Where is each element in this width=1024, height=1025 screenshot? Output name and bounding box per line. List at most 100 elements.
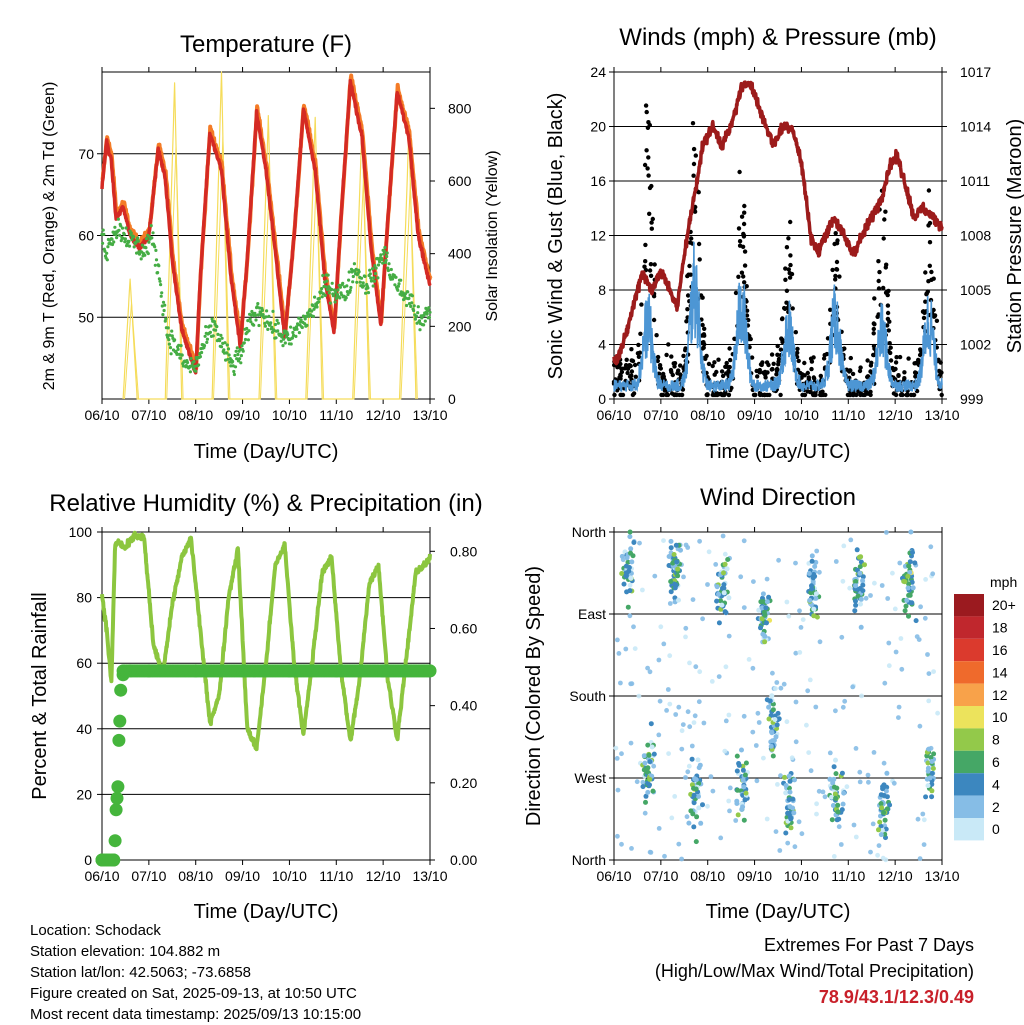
wind-direction-point bbox=[640, 587, 645, 593]
dewpoint-point bbox=[219, 333, 223, 337]
gust-point bbox=[654, 333, 659, 338]
gust-point bbox=[871, 331, 876, 336]
wind-direction-point bbox=[755, 710, 761, 716]
dewpoint-point bbox=[275, 318, 279, 322]
gust-point bbox=[847, 369, 852, 374]
wind-direction-point bbox=[809, 558, 815, 564]
wind-direction-point bbox=[859, 693, 864, 699]
wind-direction-point bbox=[721, 590, 727, 596]
dewpoint-point bbox=[232, 372, 236, 377]
wind-direction-point bbox=[848, 537, 854, 543]
wind-direction-point bbox=[648, 721, 654, 727]
dewpoint-point bbox=[383, 245, 387, 250]
gust-point bbox=[678, 372, 683, 377]
wind-direction-point bbox=[841, 543, 847, 549]
dewpoint-point bbox=[265, 309, 269, 313]
gust-point bbox=[927, 263, 932, 268]
gust-point bbox=[865, 358, 870, 363]
gust-point bbox=[724, 360, 729, 366]
colorbar-label: 0 bbox=[992, 821, 1000, 837]
dewpoint-point bbox=[379, 253, 383, 257]
gust-point bbox=[737, 169, 742, 175]
precip-y-tick-label: 0.00 bbox=[450, 852, 477, 868]
wind-direction-point bbox=[876, 827, 881, 833]
dewpoint-point bbox=[233, 365, 238, 369]
wind-direction-point bbox=[832, 791, 838, 797]
dewpoint-point bbox=[269, 321, 273, 325]
wind-direction-x-tick-label: 07/10 bbox=[643, 868, 678, 884]
temperature-y-tick-label: 60 bbox=[78, 228, 94, 244]
wind-direction-point bbox=[929, 770, 935, 776]
dewpoint-point bbox=[371, 267, 375, 271]
colorbar-swatch bbox=[954, 728, 984, 751]
wind-direction-point bbox=[716, 674, 722, 679]
wind-direction-point bbox=[706, 549, 712, 555]
wind-direction-point bbox=[806, 571, 812, 576]
gust-point bbox=[629, 358, 634, 363]
dewpoint-point bbox=[222, 348, 226, 352]
temperature-left-axis-label: 2m & 9m T (Red, Orange) & 2m Td (Green) bbox=[41, 82, 58, 391]
wind-direction-point bbox=[807, 677, 813, 683]
winds-y-tick-label: 24 bbox=[590, 64, 606, 80]
wind-direction-point bbox=[916, 637, 922, 642]
gust-point bbox=[904, 392, 909, 398]
dewpoint-point bbox=[425, 312, 429, 316]
wind-direction-point bbox=[926, 746, 932, 752]
wind-direction-point bbox=[813, 704, 819, 710]
dewpoint-point bbox=[349, 285, 353, 290]
wind-direction-point bbox=[786, 773, 792, 779]
wind-direction-point bbox=[862, 562, 867, 568]
humidity-x-tick-label: 12/10 bbox=[366, 868, 401, 884]
wind-direction-point bbox=[878, 832, 884, 838]
wind-direction-point bbox=[813, 595, 819, 601]
dewpoint-point bbox=[313, 295, 317, 299]
dewpoint-point bbox=[178, 356, 183, 360]
temperature-x-tick-label: 13/10 bbox=[412, 407, 447, 423]
gust-point bbox=[927, 240, 933, 245]
pressure-line bbox=[612, 80, 944, 366]
wind-direction-point bbox=[719, 602, 725, 608]
wind-direction-point bbox=[872, 580, 877, 586]
humidity-y-tick-label: 100 bbox=[69, 524, 93, 540]
gust-point bbox=[811, 375, 816, 380]
wind-direction-point bbox=[844, 784, 850, 790]
temperature-x-axis-label: Time (Day/UTC) bbox=[194, 441, 339, 463]
wind-direction-point bbox=[673, 542, 679, 548]
dewpoint-point bbox=[317, 296, 321, 301]
temperature-x-tick-label: 10/10 bbox=[272, 407, 307, 423]
gust-point bbox=[696, 241, 702, 247]
humidity-x-axis-label: Time (Day/UTC) bbox=[194, 901, 339, 923]
wind-direction-point bbox=[641, 767, 647, 773]
dewpoint-point bbox=[169, 352, 173, 356]
dewpoint-point bbox=[362, 284, 366, 288]
wind-direction-point bbox=[656, 826, 662, 831]
gust-point bbox=[809, 366, 814, 372]
gust-point bbox=[931, 307, 936, 313]
dewpoint-point bbox=[389, 267, 393, 272]
wind-direction-point bbox=[766, 716, 772, 722]
wind-direction-point bbox=[651, 751, 657, 757]
wind-direction-point bbox=[884, 770, 890, 776]
wind-direction-point bbox=[664, 708, 669, 713]
wind-direction-point bbox=[907, 592, 913, 598]
wind-direction-point bbox=[807, 597, 813, 603]
precipitation-point bbox=[110, 791, 124, 805]
dewpoint-point bbox=[402, 298, 406, 302]
wind-direction-point bbox=[642, 810, 648, 816]
gust-point bbox=[644, 148, 649, 153]
wind-direction-point bbox=[722, 561, 728, 567]
wind-direction-point bbox=[681, 574, 686, 580]
wind-direction-point bbox=[811, 606, 817, 612]
gust-point bbox=[690, 121, 696, 126]
wind-direction-point bbox=[829, 794, 835, 800]
wind-direction-point bbox=[885, 596, 891, 601]
gust-point bbox=[868, 363, 874, 368]
dewpoint-point bbox=[297, 331, 301, 335]
wind-direction-point bbox=[619, 553, 625, 559]
wind-direction-point bbox=[763, 605, 769, 611]
dewpoint-point bbox=[374, 266, 378, 270]
dewpoint-point bbox=[385, 254, 389, 259]
gust-point bbox=[784, 245, 790, 250]
wind-direction-point bbox=[685, 769, 691, 775]
humidity-x-tick-label: 13/10 bbox=[412, 868, 447, 884]
